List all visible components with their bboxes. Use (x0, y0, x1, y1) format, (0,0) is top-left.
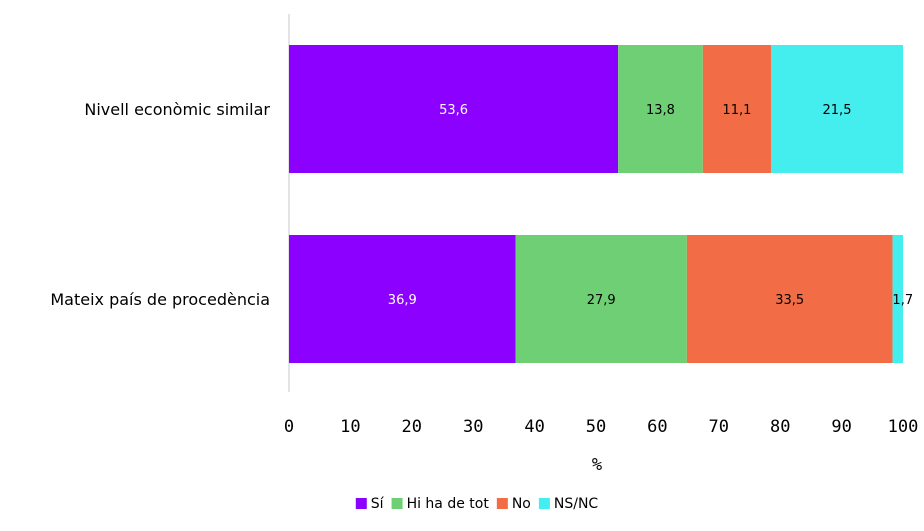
bar-segment (702, 45, 771, 173)
x-tick-labels: 0 10 20 30 40 50 60 70 80 90 100 (284, 417, 918, 437)
x-tick-label: 10 (340, 417, 360, 437)
bar-segment (515, 235, 687, 363)
x-tick-label: 40 (524, 417, 544, 437)
bar-segment (289, 45, 619, 173)
x-tick-label: 100 (888, 417, 919, 437)
legend-label: No (512, 496, 531, 512)
data-label: 53,6 (439, 103, 468, 118)
legend-label: NS/NC (554, 496, 599, 512)
x-tick-label: 60 (647, 417, 667, 437)
bar-segment (686, 235, 893, 363)
legend-label: Sí (371, 496, 385, 512)
x-tick-label: 30 (463, 417, 483, 437)
data-label: 36,9 (388, 293, 417, 308)
x-tick-label: 0 (284, 417, 294, 437)
data-label: 21,5 (823, 103, 852, 118)
category-labels: Nivell econòmic similar Mateix país de pr… (50, 100, 270, 309)
data-label: 13,8 (646, 103, 675, 118)
x-tick-label: 50 (586, 417, 606, 437)
bars-group: 53,6 13,8 11,1 21,5 36,9 27,9 33,5 1,7 (289, 45, 913, 363)
category-label: Mateix país de procedència (50, 290, 270, 309)
legend-swatch (391, 498, 403, 509)
legend-swatch (355, 498, 367, 509)
category-label: Nivell econòmic similar (84, 100, 270, 119)
data-label: 33,5 (775, 293, 804, 308)
data-label: 1,7 (892, 293, 913, 308)
x-tick-label: 70 (709, 417, 729, 437)
x-tick-label: 90 (831, 417, 851, 437)
bar-segment (289, 235, 516, 363)
x-tick-label: 80 (770, 417, 790, 437)
bar-segment (892, 235, 903, 363)
legend-swatch (496, 498, 508, 509)
x-axis-title: % (592, 455, 602, 475)
legend-label: Hi ha de tot (407, 496, 490, 512)
bar-segment (618, 45, 703, 173)
data-label: 11,1 (722, 103, 751, 118)
x-tick-label: 20 (402, 417, 422, 437)
data-label: 27,9 (587, 293, 616, 308)
bar-segment (770, 45, 903, 173)
legend-swatch (538, 498, 550, 509)
legend: Sí Hi ha de tot No NS/NC (355, 496, 599, 512)
